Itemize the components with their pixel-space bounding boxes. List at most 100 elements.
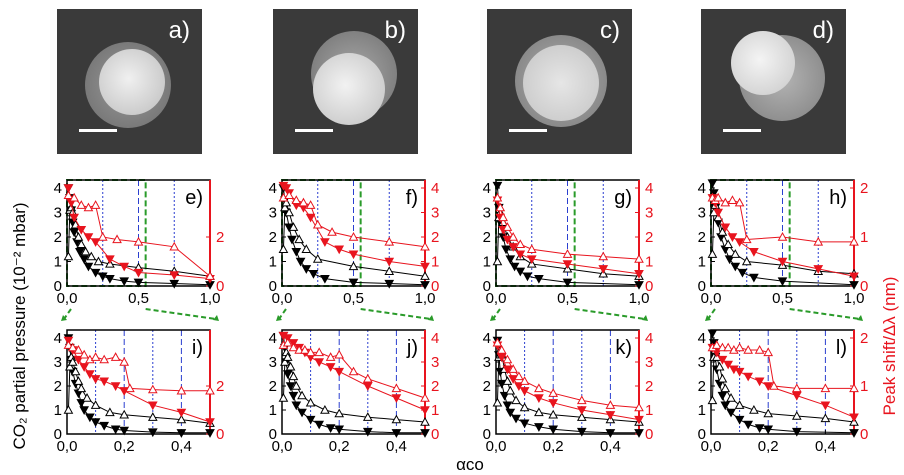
data-point <box>734 197 745 207</box>
data-point <box>205 418 215 428</box>
data-point <box>110 352 121 361</box>
data-point <box>519 387 530 396</box>
panel-e: 0 1 2 3 4 0 2 0,0 0,5 1,0 e) <box>54 179 224 321</box>
data-point <box>734 342 745 352</box>
data-point <box>713 192 723 202</box>
data-point <box>514 371 524 381</box>
data-point <box>278 244 289 253</box>
data-point <box>813 265 824 274</box>
zoom-arrow-left <box>492 308 501 320</box>
data-point <box>314 347 325 357</box>
data-point <box>634 402 644 412</box>
series-line <box>712 347 855 418</box>
data-point <box>791 427 802 437</box>
right-tick-label: 3 <box>431 205 439 222</box>
right-tick-label: 2 <box>860 330 868 347</box>
plot-frame <box>710 329 855 435</box>
data-point <box>605 411 616 420</box>
data-point <box>498 212 508 222</box>
panel-g: 0 1 2 3 4 0 1 2 3 4 0,0 0,5 1,0 g) <box>483 179 653 321</box>
data-point <box>509 262 520 272</box>
data-point <box>820 413 831 423</box>
data-point <box>813 236 824 246</box>
data-point <box>534 423 544 432</box>
right-tick-label: 4 <box>645 180 653 197</box>
image-label: d) <box>812 17 834 44</box>
right-tick-label: 0 <box>431 278 439 295</box>
left-tick-label: 4 <box>483 180 491 197</box>
data-point <box>133 268 144 278</box>
x-tick-label: 0,0 <box>701 438 722 455</box>
data-point <box>169 241 180 251</box>
data-point <box>119 277 130 287</box>
data-point <box>734 367 745 377</box>
scale-bar <box>295 129 333 132</box>
data-point <box>320 274 330 284</box>
right-tick-label: 4 <box>645 330 653 347</box>
panel-h: 0 1 2 3 4 0 1 2 0,0 0,5 1,0 h) <box>698 179 868 321</box>
data-point <box>492 181 503 191</box>
data-point <box>576 406 587 416</box>
data-point <box>284 190 294 200</box>
data-point <box>420 392 430 402</box>
data-point <box>362 373 373 383</box>
left-tick-label: 1 <box>698 402 706 419</box>
arrow-head-right <box>857 315 863 321</box>
data-point <box>534 274 544 284</box>
particle-cap <box>731 31 795 95</box>
data-point <box>93 256 104 266</box>
x-tick-label: 0,2 <box>114 438 135 455</box>
right-tick-label: 1 <box>645 254 653 271</box>
data-point <box>63 340 74 349</box>
data-point <box>502 376 513 385</box>
image-label: a) <box>168 17 190 44</box>
data-point <box>65 361 75 371</box>
data-point <box>714 361 725 371</box>
data-point <box>548 425 559 435</box>
data-point <box>820 383 831 393</box>
data-point <box>305 200 316 209</box>
left-tick-label: 0 <box>269 426 277 443</box>
data-point <box>294 234 305 244</box>
data-point <box>720 197 731 207</box>
data-point <box>605 400 616 409</box>
x-tick-label: 0,0 <box>486 290 507 307</box>
data-point <box>99 421 110 431</box>
left-tick-label: 0 <box>483 278 491 295</box>
right-tick-label: 2 <box>431 229 439 246</box>
data-point <box>534 407 544 417</box>
left-tick-label: 0 <box>698 426 706 443</box>
data-point <box>791 391 802 401</box>
data-point <box>508 364 519 373</box>
data-point <box>133 236 144 246</box>
data-point <box>75 248 85 257</box>
right-tick-label: 0 <box>645 278 653 295</box>
data-point <box>281 184 292 194</box>
data-point <box>176 414 187 424</box>
left-tick-label: 4 <box>269 180 277 197</box>
data-point <box>76 225 87 235</box>
data-point <box>777 277 788 287</box>
data-point <box>713 208 723 218</box>
data-point <box>515 239 526 249</box>
data-point <box>562 278 573 288</box>
data-point <box>298 197 309 207</box>
data-point <box>97 272 108 282</box>
data-point <box>85 413 95 423</box>
data-point <box>83 262 94 272</box>
data-point <box>63 190 74 200</box>
data-point <box>147 412 158 421</box>
data-point <box>76 239 87 249</box>
data-point <box>707 329 718 339</box>
data-point <box>305 397 316 407</box>
scale-bar <box>509 129 547 132</box>
right-tick-label: 4 <box>431 180 439 197</box>
data-point <box>348 261 359 271</box>
data-point <box>85 370 95 380</box>
data-point <box>734 415 745 425</box>
data-point <box>634 429 644 438</box>
data-point <box>119 426 130 436</box>
left-tick-label: 4 <box>269 330 277 347</box>
data-point <box>526 255 537 265</box>
data-point <box>634 254 644 263</box>
